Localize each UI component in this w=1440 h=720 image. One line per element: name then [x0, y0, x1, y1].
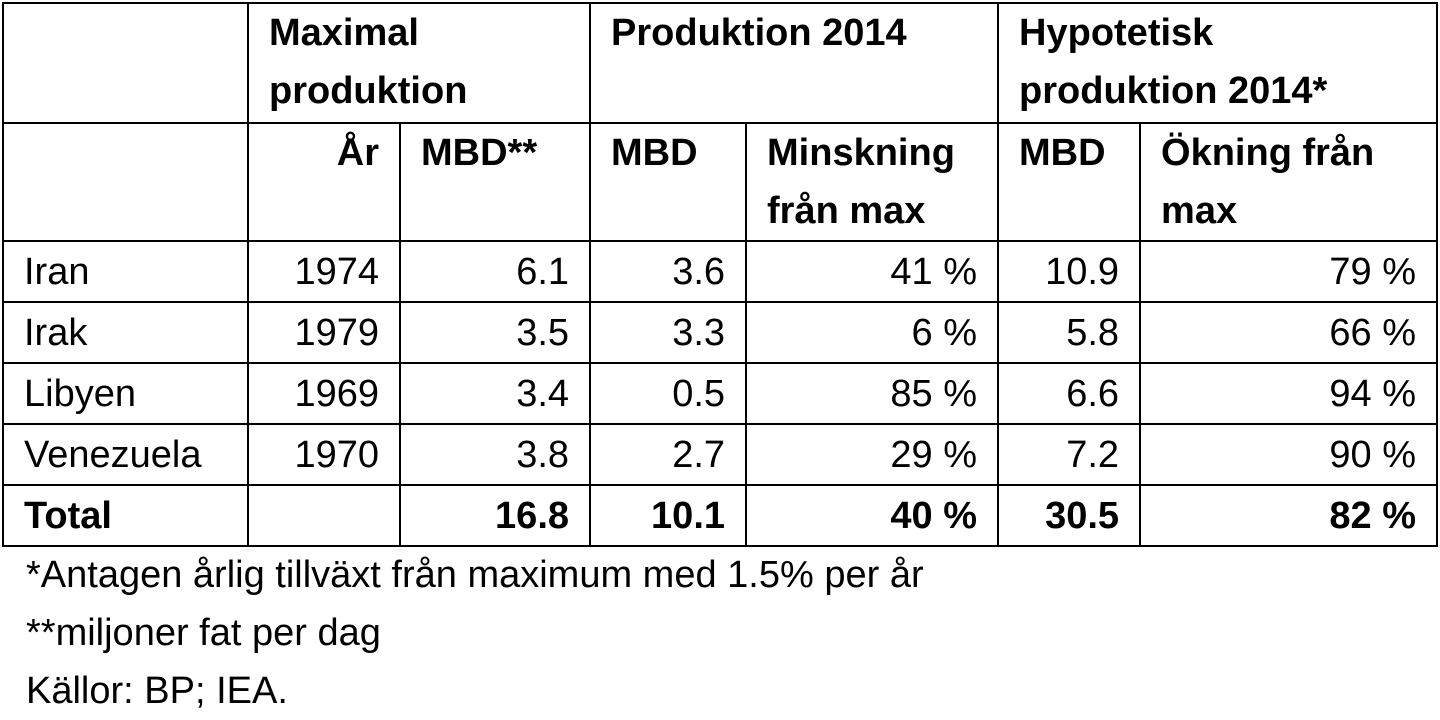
total-year-cell [247, 484, 401, 547]
country-cell: Libyen [2, 362, 249, 425]
prod-mbd-cell: 3.6 [589, 240, 748, 303]
group-header-prod2014: Produktion 2014 [589, 2, 1000, 124]
footnotes: *Antagen årlig tillväxt från maximum med… [26, 546, 924, 720]
col-header-decrease: Minskning från max [745, 122, 1000, 242]
corner-cell [2, 2, 249, 124]
group-header-row: Maximal produktion Produktion 2014 Hypot… [2, 2, 1439, 124]
total-prod-mbd-cell: 10.1 [589, 484, 748, 547]
decrease-cell: 85 % [745, 362, 1000, 425]
hypo-mbd-cell: 10.9 [997, 240, 1142, 303]
col-header-year: År [247, 122, 401, 242]
increase-cell: 66 % [1139, 301, 1439, 364]
footnote-unit: **miljoner fat per dag [26, 612, 381, 654]
year-cell: 1970 [247, 423, 401, 486]
country-cell: Iran [2, 240, 249, 303]
footnote-sources: Källor: BP; IEA. [26, 670, 288, 712]
col-header-hypo-mbd: MBD [997, 122, 1142, 242]
increase-cell: 94 % [1139, 362, 1439, 425]
total-decrease-cell: 40 % [745, 484, 1000, 547]
total-max-mbd-cell: 16.8 [398, 484, 592, 547]
table-row: Venezuela 1970 3.8 2.7 29 % 7.2 90 % [2, 423, 1439, 486]
col-header-increase: Ökning från max [1139, 122, 1439, 242]
year-cell: 1969 [247, 362, 401, 425]
group-header-hypo: Hypotetisk produktion 2014* [997, 2, 1439, 124]
max-mbd-cell: 6.1 [398, 240, 592, 303]
column-header-row: År MBD** MBD Minskning från max MBD Ökni… [2, 122, 1439, 242]
country-cell: Venezuela [2, 423, 249, 486]
decrease-cell: 29 % [745, 423, 1000, 486]
footnote-growth: *Antagen årlig tillväxt från maximum med… [26, 554, 924, 596]
oil-production-table: Maximal produktion Produktion 2014 Hypot… [2, 2, 1439, 547]
year-cell: 1974 [247, 240, 401, 303]
prod-mbd-cell: 3.3 [589, 301, 748, 364]
total-increase-cell: 82 % [1139, 484, 1439, 547]
hypo-mbd-cell: 5.8 [997, 301, 1142, 364]
hypo-mbd-cell: 6.6 [997, 362, 1142, 425]
country-cell: Irak [2, 301, 249, 364]
max-mbd-cell: 3.8 [398, 423, 592, 486]
max-mbd-cell: 3.4 [398, 362, 592, 425]
corner-cell-2 [2, 122, 249, 242]
increase-cell: 90 % [1139, 423, 1439, 486]
col-header-max-mbd: MBD** [398, 122, 592, 242]
hypo-mbd-cell: 7.2 [997, 423, 1142, 486]
total-row: Total 16.8 10.1 40 % 30.5 82 % [2, 484, 1439, 547]
table-row: Iran 1974 6.1 3.6 41 % 10.9 79 % [2, 240, 1439, 303]
prod-mbd-cell: 2.7 [589, 423, 748, 486]
document: Maximal produktion Produktion 2014 Hypot… [2, 2, 1439, 547]
table-row: Irak 1979 3.5 3.3 6 % 5.8 66 % [2, 301, 1439, 364]
decrease-cell: 41 % [745, 240, 1000, 303]
table-row: Libyen 1969 3.4 0.5 85 % 6.6 94 % [2, 362, 1439, 425]
year-cell: 1979 [247, 301, 401, 364]
col-header-prod-mbd: MBD [589, 122, 748, 242]
group-header-max: Maximal produktion [246, 2, 592, 124]
max-mbd-cell: 3.5 [398, 301, 592, 364]
prod-mbd-cell: 0.5 [589, 362, 748, 425]
increase-cell: 79 % [1139, 240, 1439, 303]
total-hypo-mbd-cell: 30.5 [997, 484, 1142, 547]
decrease-cell: 6 % [745, 301, 1000, 364]
total-label-cell: Total [2, 484, 249, 547]
